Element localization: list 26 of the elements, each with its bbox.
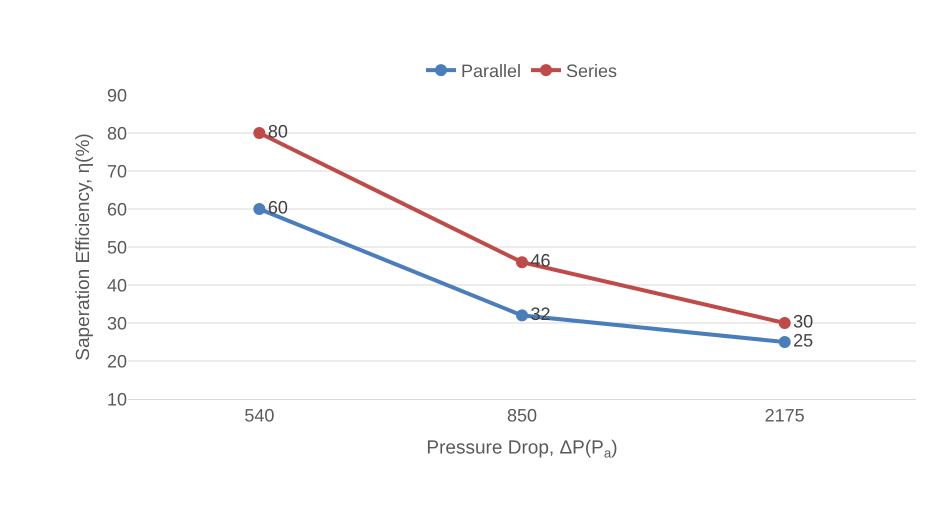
point: [253, 127, 266, 139]
x-tick-label: 850: [506, 406, 538, 426]
point: [778, 336, 791, 348]
y-tick-label: 40: [106, 275, 127, 296]
x-axis-title: Pressure Drop, ΔP(P$_{a}$): [426, 437, 618, 460]
data-label: 60: [268, 198, 288, 218]
data-label: 30: [793, 312, 814, 332]
data-label: 25: [793, 330, 814, 350]
x-tick-label: 540: [244, 406, 274, 426]
y-tick-label: 10: [106, 389, 127, 410]
data-label: 80: [268, 122, 288, 142]
y-tick-label: 90: [106, 85, 127, 106]
point: [778, 317, 791, 329]
point: [516, 256, 528, 268]
point: [516, 309, 528, 322]
legend-label: Series: [566, 61, 618, 82]
y-tick-label: 30: [106, 313, 127, 334]
x-tick-label: 2175: [764, 406, 805, 426]
y-tick-label: 60: [106, 199, 127, 220]
y-tick-label: 80: [106, 123, 127, 144]
y-tick-label: 70: [106, 161, 127, 182]
y-tick-label: 20: [106, 351, 127, 372]
legend-label: Parallel: [461, 61, 522, 82]
point: [253, 203, 266, 215]
y-tick-label: 50: [106, 237, 127, 258]
y-axis-title: Saperation Efficiency, η(%): [72, 133, 94, 361]
